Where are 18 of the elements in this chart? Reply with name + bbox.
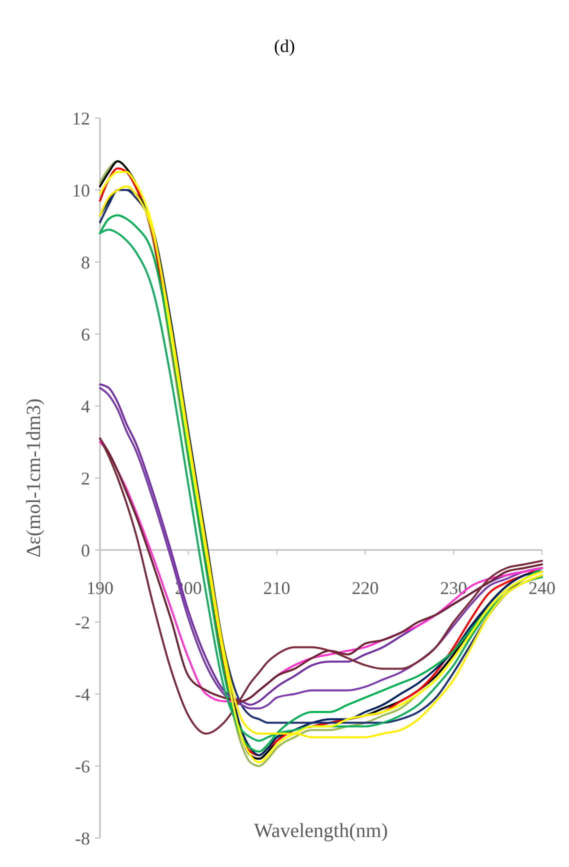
x-tick-label: 240 <box>528 578 556 598</box>
y-tick-label: 8 <box>81 252 90 272</box>
y-tick-label: -8 <box>75 828 90 848</box>
x-tick-label: 210 <box>263 578 290 598</box>
y-tick-label: -4 <box>75 684 90 704</box>
x-tick-label: 190 <box>86 578 114 598</box>
chart-title: (d) <box>274 36 295 56</box>
y-tick-label: 4 <box>81 396 90 416</box>
x-tick-label: 220 <box>352 578 379 598</box>
y-tick-label: 6 <box>81 324 90 344</box>
y-tick-label: 2 <box>81 468 90 488</box>
y-tick-label: 12 <box>72 108 90 128</box>
x-axis-title: Wavelength(nm) <box>254 820 388 842</box>
y-axis-title: Δε(mol-1cm-1dm3) <box>23 398 45 558</box>
y-tick-label: -2 <box>75 612 90 632</box>
y-tick-label: 0 <box>81 540 90 560</box>
y-tick-label: 10 <box>72 180 90 200</box>
y-tick-label: -6 <box>75 756 90 776</box>
